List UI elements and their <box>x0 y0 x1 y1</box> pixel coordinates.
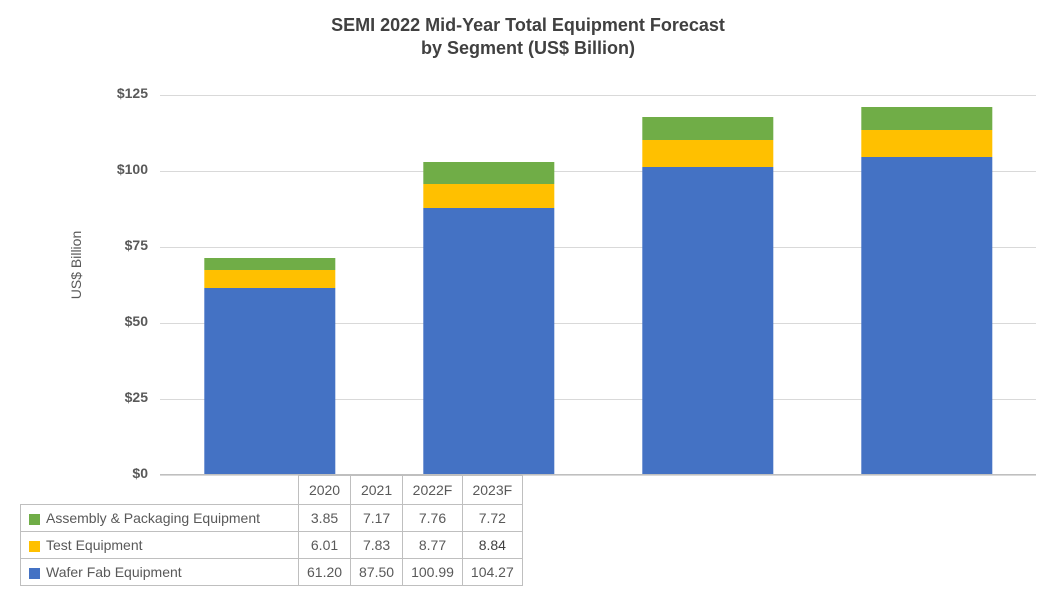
table-corner <box>21 476 299 505</box>
category-label: 2022F <box>403 476 463 505</box>
data-table: 202020212022F2023F Assembly & Packaging E… <box>20 475 523 586</box>
plot-area <box>140 95 1036 475</box>
value-cell: 8.77 <box>403 532 463 559</box>
bar-segment-test <box>861 130 992 157</box>
y-axis-label: US$ Billion <box>68 231 84 299</box>
bar-column <box>817 95 1036 474</box>
value-cell: 104.27 <box>462 559 522 586</box>
legend-swatch <box>29 514 40 525</box>
legend-label: Wafer Fab Equipment <box>46 564 182 580</box>
legend-cell-test: Test Equipment <box>21 532 299 559</box>
value-cell: 61.20 <box>299 559 351 586</box>
value-cell: 7.83 <box>351 532 403 559</box>
category-label: 2021 <box>351 476 403 505</box>
value-cell: 87.50 <box>351 559 403 586</box>
bar-stack <box>861 107 992 474</box>
bar-column <box>160 95 379 474</box>
bar-segment-wafer <box>642 167 773 474</box>
bar-segment-wafer <box>861 157 992 474</box>
bar-segment-assembly <box>423 162 554 184</box>
value-cell: 7.72 <box>462 505 522 532</box>
value-cell: 100.99 <box>403 559 463 586</box>
stacked-bar-chart: SEMI 2022 Mid-Year Total Equipment Forec… <box>0 0 1056 612</box>
value-cell: 7.17 <box>351 505 403 532</box>
bar-segment-wafer <box>423 208 554 474</box>
legend-cell-wafer: Wafer Fab Equipment <box>21 559 299 586</box>
category-label: 2020 <box>299 476 351 505</box>
chart-title: SEMI 2022 Mid-Year Total Equipment Forec… <box>0 0 1056 59</box>
bar-column <box>598 95 817 474</box>
legend-label: Assembly & Packaging Equipment <box>46 510 260 526</box>
legend-label: Test Equipment <box>46 537 143 553</box>
bar-segment-assembly <box>861 107 992 130</box>
title-line-1: SEMI 2022 Mid-Year Total Equipment Forec… <box>0 14 1056 37</box>
value-cell: 6.01 <box>299 532 351 559</box>
value-cell: 3.85 <box>299 505 351 532</box>
bar-stack <box>423 162 554 474</box>
bar-segment-wafer <box>204 288 335 474</box>
legend-cell-assembly: Assembly & Packaging Equipment <box>21 505 299 532</box>
legend-swatch <box>29 568 40 579</box>
bar-stack <box>642 117 773 474</box>
category-label: 2023F <box>462 476 522 505</box>
value-cell: 7.76 <box>403 505 463 532</box>
value-cell: 8.84 <box>462 532 522 559</box>
title-line-2: by Segment (US$ Billion) <box>0 37 1056 60</box>
bar-segment-test <box>423 184 554 208</box>
bar-segment-test <box>204 270 335 288</box>
bar-segment-assembly <box>204 258 335 270</box>
bar-segment-assembly <box>642 117 773 141</box>
bar-column <box>379 95 598 474</box>
bar-stack <box>204 258 335 474</box>
bar-segment-test <box>642 140 773 167</box>
legend-swatch <box>29 541 40 552</box>
